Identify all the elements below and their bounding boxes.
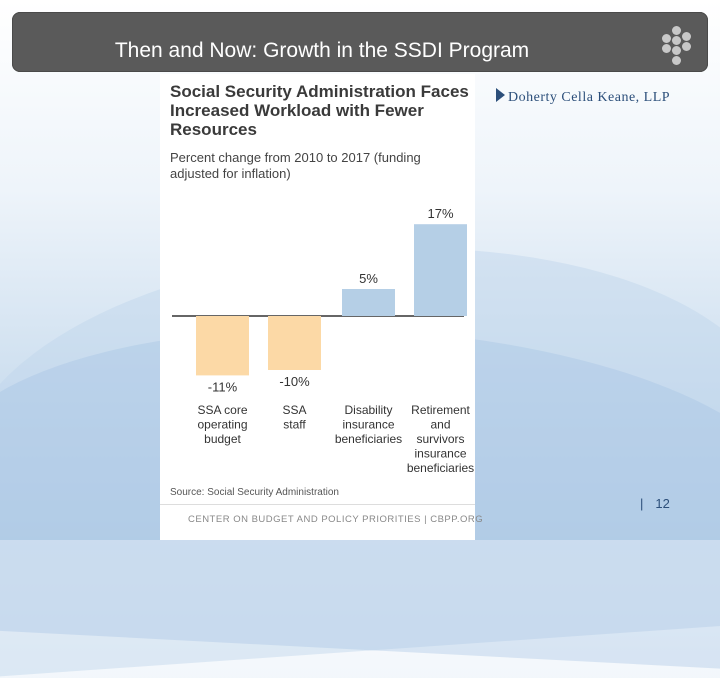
category-label: Retirement and survivors insurance beneficia… [407,403,474,475]
company-logo: Doherty Cella Keane, LLP [496,88,696,110]
bar-value-label: -10% [279,374,310,389]
bar-chart: -11% SSA core operating budget -10% SSA staff 5… [172,206,474,475]
bar-0 [196,316,249,376]
page-number-value: 12 [655,496,670,511]
category-label: Disability insurance beneficiaries [335,403,402,446]
bar-3 [414,224,467,316]
logo-mark-icon [496,88,505,102]
chart-card: Social Security Administration Faces Inc… [160,74,483,540]
dots-decoration-icon [658,26,694,66]
bar-value-label: 17% [427,206,453,221]
chart-subtitle: Percent change from 2010 to 2017 (fundin… [170,150,421,181]
chart-title: Social Security Administration Faces Inc… [170,82,469,139]
bar-value-label: -11% [208,379,238,394]
logo-text: Doherty Cella Keane, LLP [508,90,671,105]
page-separator: | [640,496,644,511]
chart-source: Source: Social Security Administration [170,487,339,498]
footer-divider [160,504,475,505]
slide-title-bar: Then and Now: Growth in the SSDI Program [12,12,708,72]
bar-1 [268,316,321,370]
chart-footer: CENTER ON BUDGET AND POLICY PRIORITIES |… [188,514,484,525]
category-label: SSA staff [282,403,306,432]
category-label: SSA core operating budget [197,403,247,446]
bar-2 [342,289,395,316]
bar-value-label: 5% [359,271,378,286]
page-number: | 12 [640,496,670,511]
slide-title: Then and Now: Growth in the SSDI Program [114,39,530,62]
